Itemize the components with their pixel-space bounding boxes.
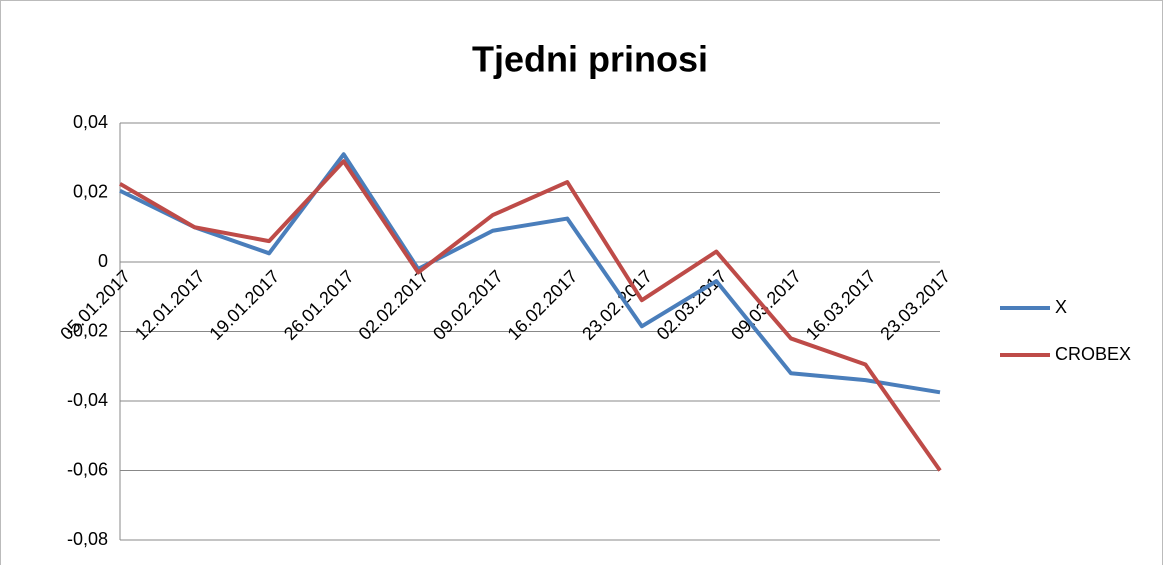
series-line (119, 152, 941, 395)
legend-label: X (1055, 297, 1067, 317)
y-tick-label: -0,06 (67, 459, 108, 479)
y-tick-label: 0 (98, 251, 108, 271)
chart-title: Tjedni prinosi (472, 39, 708, 80)
y-tick-label: 0,02 (73, 181, 108, 201)
y-tick-label: -0,08 (67, 529, 108, 549)
series-line (118, 159, 942, 472)
y-tick-label: -0,02 (67, 320, 108, 340)
y-tick-label: -0,04 (67, 390, 108, 410)
y-tick-label: 0,04 (73, 112, 108, 132)
legend-label: CROBEX (1055, 344, 1131, 364)
